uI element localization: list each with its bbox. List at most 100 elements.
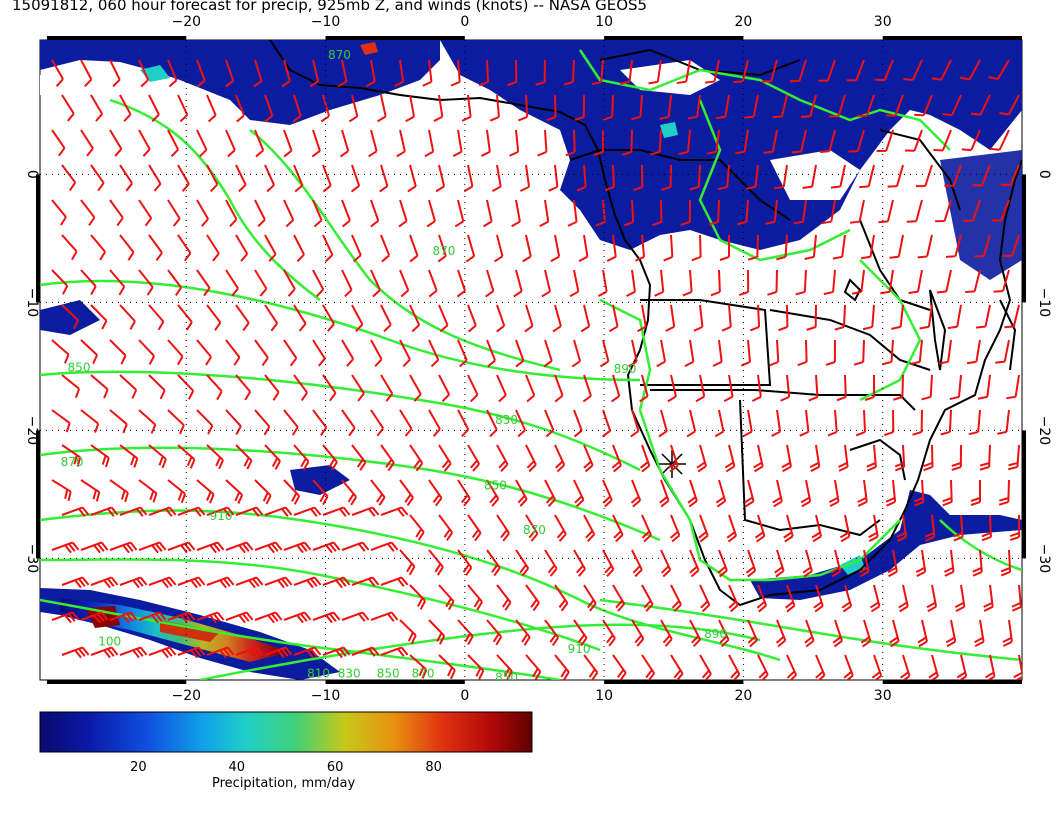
wind-barb — [293, 444, 310, 471]
wind-barb — [478, 59, 490, 87]
wind-barb — [496, 374, 507, 403]
wind-barb — [524, 304, 534, 333]
wind-barb — [832, 234, 846, 260]
contour-south-1 — [40, 558, 601, 652]
wind-barb — [438, 654, 456, 680]
wind-barb — [322, 506, 351, 517]
wind-barb — [264, 374, 280, 401]
wind-barb — [652, 199, 663, 227]
wind-barb — [945, 619, 957, 648]
lon-tick-label: 0 — [460, 688, 469, 704]
wind-barb — [525, 444, 537, 473]
wind-barb — [322, 234, 334, 263]
wind-barb — [206, 374, 223, 401]
wind-barb — [639, 444, 651, 473]
wind-barb — [235, 506, 264, 517]
wind-barb — [511, 199, 521, 228]
wind-barb — [667, 374, 677, 403]
wind-barb — [61, 234, 78, 261]
wind-barb — [554, 584, 569, 612]
wind-barb — [864, 374, 876, 401]
wind-barb — [783, 514, 794, 543]
wind-barb — [936, 269, 952, 294]
wind-barb — [167, 269, 183, 296]
wind-barb — [138, 199, 153, 227]
wind-barb — [612, 584, 626, 612]
wind-barb — [1013, 654, 1022, 680]
wind-barb — [639, 374, 649, 403]
wind-barb — [428, 479, 443, 507]
wind-barb — [380, 234, 391, 263]
wind-barb — [370, 339, 383, 367]
wind-barb — [264, 234, 277, 262]
frame-bar — [1022, 430, 1026, 559]
wind-barb — [254, 611, 283, 624]
wind-barb — [433, 94, 444, 122]
wind-barb — [90, 506, 119, 517]
wind-barb — [938, 339, 952, 365]
wind-barb — [708, 199, 720, 226]
wind-barb — [312, 199, 323, 228]
wind-barb — [885, 94, 904, 117]
wind-barb — [435, 164, 446, 193]
wind-barb — [981, 514, 992, 542]
wind-barb — [322, 576, 351, 589]
wind-barb — [235, 94, 245, 123]
wind-barb — [515, 549, 530, 577]
wind-barb — [322, 646, 351, 659]
wind-barb — [602, 479, 613, 508]
wind-barb — [138, 129, 151, 157]
wind-barb — [975, 304, 991, 329]
wind-barb — [138, 59, 150, 88]
wind-barb — [691, 234, 702, 262]
wind-barb — [699, 654, 712, 680]
wind-barb — [283, 269, 296, 297]
wind-barb — [563, 59, 575, 86]
wind-barb — [602, 409, 612, 438]
wind-barb — [399, 409, 413, 437]
wind-barb — [544, 619, 559, 646]
wind-barb — [972, 549, 983, 577]
wind-barb — [399, 339, 411, 368]
country-border-4 — [769, 309, 931, 371]
wind-barb — [456, 269, 466, 298]
wind-barb — [138, 541, 167, 554]
wind-barb — [823, 269, 836, 296]
precip-small-2 — [40, 300, 100, 335]
wind-barb — [167, 339, 184, 366]
wind-barb — [747, 234, 759, 261]
wind-barb — [438, 374, 451, 403]
wind-barb — [254, 129, 265, 158]
wind-barb — [612, 654, 627, 680]
wind-barb — [552, 304, 562, 333]
wind-barb — [723, 374, 734, 403]
wind-barb — [80, 59, 93, 87]
wind-barb — [235, 164, 247, 193]
wind-barb — [836, 374, 847, 402]
wind-barb — [606, 234, 617, 262]
wind-barb — [351, 576, 380, 587]
wind-barb — [366, 59, 376, 88]
wind-barb — [583, 654, 599, 680]
wind-barb — [597, 269, 608, 298]
wind-barb — [977, 374, 991, 400]
wind-barb — [940, 409, 952, 436]
wind-barb — [293, 234, 305, 263]
wind-barb — [641, 654, 656, 680]
wind-barb — [350, 164, 361, 193]
wind-barb — [541, 269, 552, 298]
wind-barb — [641, 514, 652, 543]
wind-barb — [235, 374, 252, 401]
wind-barb — [829, 94, 846, 118]
wind-barb — [648, 59, 662, 85]
frame-bar — [36, 174, 40, 303]
wind-barb — [800, 94, 817, 118]
wind-barb — [225, 129, 236, 158]
wind-barb — [838, 444, 849, 472]
wind-barb — [874, 59, 894, 82]
wind-barb — [225, 541, 254, 554]
wind-barb — [658, 409, 668, 438]
wind-barb — [724, 444, 736, 473]
wind-barb — [407, 164, 417, 193]
wind-barb — [654, 269, 665, 297]
